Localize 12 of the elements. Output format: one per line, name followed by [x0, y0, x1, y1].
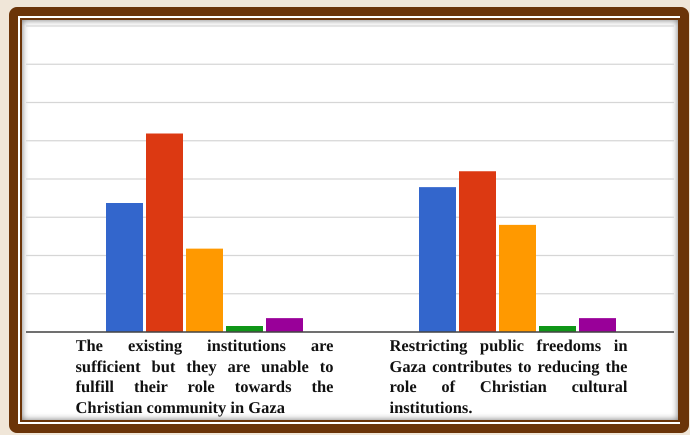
bar [499, 224, 536, 332]
bar [579, 318, 616, 332]
bar [146, 134, 183, 332]
bar [419, 187, 456, 332]
bar [459, 171, 496, 332]
x-tick-label: Restricting public freedoms in Gaza contributes to reducing the role of Christian cultural institutions. [390, 336, 628, 418]
x-tick-label: The existing institutions are sufficient but they are unable to fulfill their role towards the Christian community in Gaza [76, 336, 334, 418]
bar [186, 248, 223, 332]
bar [226, 326, 263, 332]
bar [266, 318, 303, 332]
bar [539, 326, 576, 332]
bar [106, 203, 143, 332]
